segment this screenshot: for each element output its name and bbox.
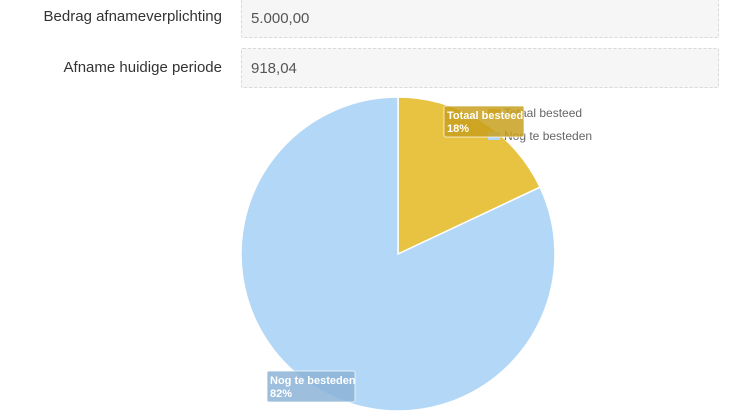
- pie-slices: [240, 96, 556, 412]
- tooltip-name: Nog te besteden: [270, 375, 356, 387]
- tooltip-percent: 82%: [270, 388, 292, 400]
- current-period-label: Afname huidige periode: [63, 59, 222, 76]
- legend-label: Nog te besteden: [504, 129, 592, 143]
- tooltip-box: [266, 370, 356, 403]
- tooltip-name: Totaal besteed: [447, 110, 523, 122]
- tooltip-box: [443, 105, 525, 138]
- commitment-amount-label: Bedrag afnameverplichting: [43, 8, 222, 25]
- tooltip-percent: 18%: [447, 123, 469, 135]
- current-period-field[interactable]: 918,04: [241, 48, 719, 88]
- commitment-amount-field[interactable]: 5.000,00: [241, 0, 719, 38]
